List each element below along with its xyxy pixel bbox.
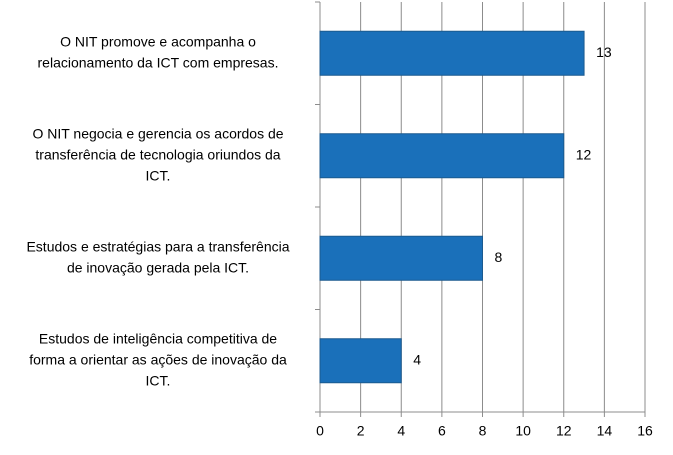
y-tick-label: de inovação gerada pela ICT.: [67, 259, 249, 275]
value-label: 13: [596, 44, 612, 60]
x-tick-label: 0: [316, 423, 324, 439]
y-tick-label: O NIT negocia e gerencia os acordos de: [32, 125, 283, 141]
bar: [319, 338, 402, 384]
y-tick-label: relacionamento da ICT com empresas.: [38, 54, 279, 70]
value-label: 4: [413, 351, 421, 367]
value-label: 12: [576, 146, 592, 162]
x-tick-label: 14: [597, 423, 613, 439]
x-tick-label: 12: [556, 423, 572, 439]
y-tick-label: Estudos de inteligência competitiva de: [39, 330, 277, 346]
value-label: 8: [495, 249, 503, 265]
bar: [319, 235, 483, 281]
y-tick-label: forma a orientar as ações de inovação da: [29, 351, 287, 367]
y-tick-label: ICT.: [146, 372, 171, 388]
y-tick-label: Estudos e estratégias para a transferênc…: [26, 238, 289, 254]
bar: [319, 133, 565, 179]
y-tick-label: O NIT promove e acompanha o: [60, 33, 256, 49]
x-tick-label: 8: [479, 423, 487, 439]
x-tick-label: 6: [438, 423, 446, 439]
y-tick-label: transferência de tecnologia oriundos da: [35, 146, 280, 162]
bar: [319, 30, 585, 76]
x-tick-label: 16: [637, 423, 653, 439]
y-tick-label: ICT.: [146, 167, 171, 183]
x-tick-label: 4: [397, 423, 405, 439]
x-tick-label: 10: [515, 423, 531, 439]
x-tick-label: 2: [357, 423, 365, 439]
